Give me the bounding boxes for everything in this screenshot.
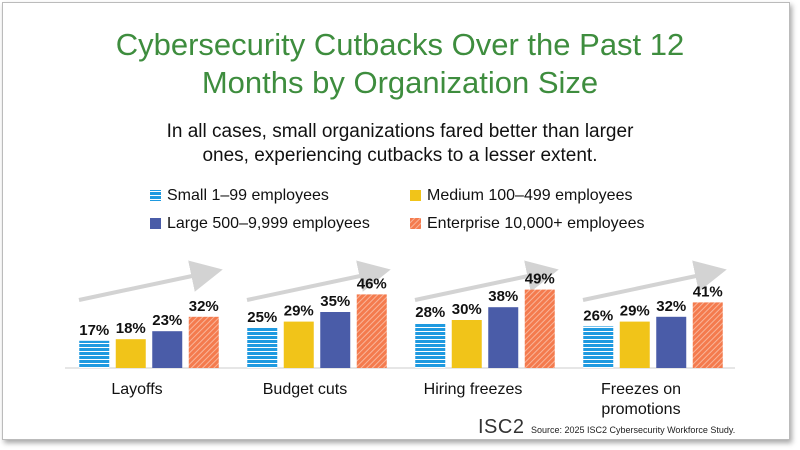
trend-arrow xyxy=(78,260,223,302)
bar xyxy=(619,321,650,368)
category-label: Layoffs xyxy=(111,381,163,398)
value-label: 38% xyxy=(488,288,518,305)
source: Source: 2025 ISC2 Cybersecurity Workforc… xyxy=(531,425,736,435)
logo: ISC2 xyxy=(478,416,525,438)
legend-label: Small 1–99 employees xyxy=(167,187,329,204)
bar xyxy=(488,307,519,368)
category-label: Budget cuts xyxy=(262,381,348,398)
category-label: Hiring freezes xyxy=(423,381,523,398)
value-label: 18% xyxy=(116,320,146,337)
bar xyxy=(583,326,614,368)
bar xyxy=(247,328,278,368)
bar xyxy=(283,321,314,368)
legend-swatch xyxy=(150,218,161,229)
value-label: 35% xyxy=(320,293,350,310)
value-label: 26% xyxy=(583,307,613,324)
category-label: Freezes on promotions xyxy=(600,381,682,418)
value-label: 28% xyxy=(415,304,445,321)
legend-label: Large 500–9,999 employees xyxy=(167,215,370,232)
chart-title: Cybersecurity Cutbacks Over the Past 12 … xyxy=(115,27,685,100)
legend-label: Medium 100–499 employees xyxy=(427,187,632,204)
trend-arrow xyxy=(414,260,559,302)
value-label: 32% xyxy=(189,298,219,315)
trend-arrow xyxy=(246,260,391,302)
value-label: 17% xyxy=(79,322,109,339)
bar xyxy=(356,294,387,368)
value-label: 23% xyxy=(152,312,182,329)
value-label: 29% xyxy=(620,303,650,320)
chart-subtitle: In all cases, small organizations fared … xyxy=(166,121,634,166)
value-label: 49% xyxy=(525,271,555,288)
value-label: 41% xyxy=(693,283,723,300)
value-label: 32% xyxy=(656,298,686,315)
trend-arrow xyxy=(582,260,727,302)
value-label: 25% xyxy=(247,309,277,326)
value-label: 30% xyxy=(452,301,482,318)
legend-swatch xyxy=(410,190,421,201)
bar xyxy=(152,331,183,368)
legend-label: Enterprise 10,000+ employees xyxy=(427,215,644,232)
bar xyxy=(656,316,687,368)
bar xyxy=(692,302,723,368)
legend-swatch xyxy=(150,190,161,201)
bar xyxy=(451,320,482,368)
legend-swatch xyxy=(410,218,421,229)
bar xyxy=(524,289,555,368)
bar xyxy=(188,316,219,368)
bar xyxy=(79,340,110,368)
bar xyxy=(320,312,351,368)
bar xyxy=(415,323,446,368)
bar xyxy=(115,339,146,368)
value-label: 46% xyxy=(357,275,387,292)
value-label: 29% xyxy=(284,303,314,320)
